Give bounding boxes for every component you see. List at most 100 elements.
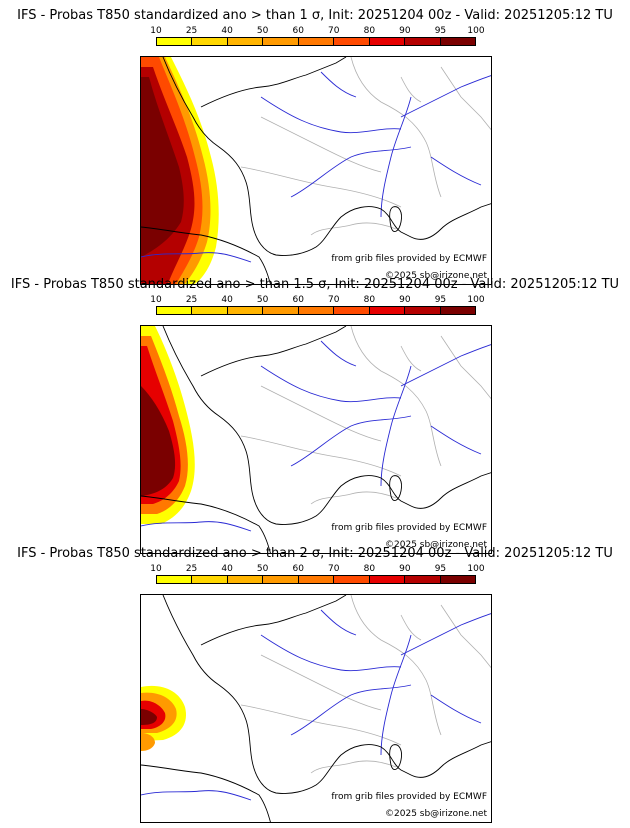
- scale-tick-label: 40: [221, 564, 233, 574]
- scale-tick-label: 90: [399, 26, 411, 36]
- scale-labels: 10 25 40 50 60 70 80 90 95 100: [150, 564, 484, 574]
- river-line: [380, 634, 412, 756]
- probability-map: from grib files provided by ECMWF ©2025 …: [140, 56, 492, 285]
- scale-swatch: [157, 38, 193, 45]
- color-scale: 10 25 40 50 60 70 80 90 95 100: [150, 26, 485, 48]
- river-line: [260, 96, 402, 134]
- scale-tick-label: 70: [328, 564, 340, 574]
- coastline: [162, 326, 491, 525]
- scale-bar: [156, 306, 476, 315]
- river-line: [430, 694, 482, 724]
- scale-tick-label: 60: [292, 564, 304, 574]
- river-line: [320, 609, 357, 636]
- source-credit: from grib files provided by ECMWF: [331, 792, 487, 802]
- scale-swatch: [334, 307, 370, 314]
- river-line: [260, 634, 402, 672]
- river-line: [380, 96, 412, 218]
- scale-swatch: [405, 38, 441, 45]
- scale-swatch: [334, 576, 370, 583]
- scale-tick-label: 50: [256, 564, 269, 574]
- map-panel-2: IFS - Probas T850 standardized ano > tha…: [0, 277, 630, 554]
- scale-swatch: [369, 576, 406, 583]
- map-svg: [141, 595, 491, 822]
- river-line: [400, 613, 491, 656]
- river-line: [141, 521, 252, 532]
- coastline: [200, 326, 347, 377]
- scale-swatch: [227, 307, 264, 314]
- region-border: [240, 435, 402, 477]
- scale-tick-label: 60: [292, 295, 304, 305]
- source-credit: from grib files provided by ECMWF: [331, 523, 487, 533]
- region-border: [400, 614, 422, 641]
- region-border: [240, 166, 402, 208]
- scale-tick-label: 40: [221, 26, 233, 36]
- scale-tick-label: 90: [399, 564, 411, 574]
- coastline: [141, 495, 271, 553]
- scale-swatch: [334, 38, 370, 45]
- scale-tick-label: 100: [467, 564, 485, 574]
- scale-swatch: [298, 576, 335, 583]
- river-line: [400, 75, 491, 118]
- map-panel-3: IFS - Probas T850 standardized ano > tha…: [0, 546, 630, 823]
- scale-swatch: [405, 576, 441, 583]
- scale-tick-label: 95: [434, 564, 447, 574]
- river-line: [290, 415, 412, 467]
- scale-swatch: [263, 576, 299, 583]
- region-border: [350, 326, 442, 467]
- scale-swatch: [157, 576, 193, 583]
- probability-contour: [141, 733, 155, 751]
- map-panel-1: IFS - Probas T850 standardized ano > tha…: [0, 8, 630, 285]
- corsica-island: [389, 475, 402, 502]
- river-line: [260, 365, 402, 403]
- copyright-credit: ©2025 sb@irizone.net: [385, 540, 487, 550]
- scale-swatch: [227, 576, 264, 583]
- scale-swatch: [440, 307, 475, 314]
- coastline: [200, 595, 347, 646]
- river-line: [400, 344, 491, 387]
- region-border: [400, 345, 422, 372]
- panel-title: IFS - Probas T850 standardized ano > tha…: [10, 277, 620, 292]
- coastline: [141, 226, 271, 284]
- probability-contour: [141, 386, 176, 496]
- river-line: [380, 365, 412, 487]
- scale-tick-label: 10: [150, 564, 162, 574]
- map-svg: [141, 326, 491, 553]
- scale-swatch: [192, 576, 228, 583]
- scale-tick-label: 80: [363, 564, 376, 574]
- scale-tick-label: 95: [434, 26, 447, 36]
- panel-title: IFS - Probas T850 standardized ano > tha…: [17, 546, 613, 561]
- river-line: [141, 252, 252, 263]
- scale-tick-label: 60: [292, 26, 304, 36]
- region-border: [310, 222, 397, 236]
- scale-swatch: [298, 307, 335, 314]
- region-border: [350, 57, 442, 198]
- region-border: [440, 335, 491, 400]
- scale-swatch: [192, 38, 228, 45]
- scale-swatch: [369, 307, 406, 314]
- river-line: [320, 340, 357, 367]
- scale-tick-label: 95: [434, 295, 447, 305]
- coastline: [200, 57, 347, 108]
- panel-title: IFS - Probas T850 standardized ano > tha…: [17, 8, 613, 23]
- scale-bar: [156, 37, 476, 46]
- region-border: [260, 385, 382, 442]
- scale-labels: 10 25 40 50 60 70 80 90 95 100: [150, 26, 484, 36]
- scale-tick-label: 80: [363, 26, 376, 36]
- river-line: [290, 146, 412, 198]
- region-border: [350, 595, 442, 736]
- scale-swatch: [369, 38, 406, 45]
- scale-bar: [156, 575, 476, 584]
- scale-swatch: [440, 38, 475, 45]
- river-line: [141, 790, 252, 801]
- coastline: [162, 57, 491, 256]
- color-scale: 10 25 40 50 60 70 80 90 95 100: [150, 295, 485, 317]
- region-border: [260, 116, 382, 173]
- corsica-island: [389, 206, 402, 233]
- region-border: [240, 704, 402, 746]
- scale-tick-label: 10: [150, 295, 162, 305]
- probability-map: from grib files provided by ECMWF ©2025 …: [140, 325, 492, 554]
- scale-tick-label: 90: [399, 295, 411, 305]
- scale-swatch: [263, 38, 299, 45]
- scale-swatch: [157, 307, 193, 314]
- scale-swatch: [440, 576, 475, 583]
